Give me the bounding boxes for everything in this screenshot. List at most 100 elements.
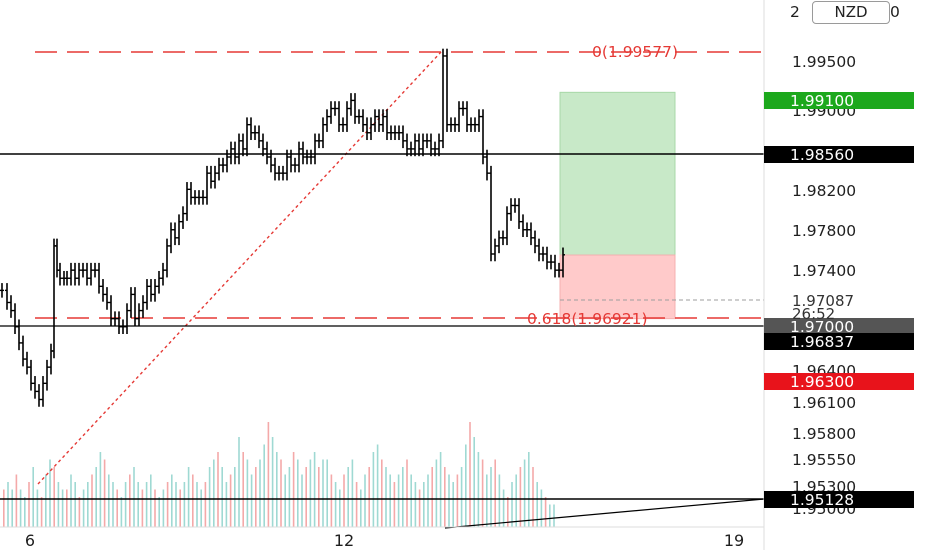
volume-bar [124,482,127,527]
price-tick: 1.95800 [792,425,856,443]
volume-bar [99,452,102,527]
volume-bar [192,474,194,527]
volume-bar [292,452,295,527]
volume-bar [250,474,253,527]
volume-bar [24,497,26,527]
volume-bar [217,452,219,527]
volume-bar [347,467,349,527]
volume-bar [305,467,307,527]
volume-bar [141,489,144,527]
time-axis[interactable]: 6 12 19 [25,531,744,550]
volume-bar [133,467,135,527]
volume-bar [267,422,270,527]
price-tick: 1.97400 [792,262,856,280]
volume-bar [326,459,328,527]
volume-bar [145,482,148,527]
volume-bar [498,474,501,527]
volume-bar [108,474,110,527]
volume-bar [234,467,236,527]
volume-bar [82,489,85,527]
volume-bar [183,482,186,527]
volume-bar [502,489,505,527]
price-badge-label: 1.98560 [790,146,854,164]
volume-bar [397,474,400,527]
volume-bar [301,474,303,527]
volume-bar [519,467,522,527]
price-tick: 1.99500 [792,53,856,71]
volume-bar [187,467,190,527]
price-badge [764,491,914,508]
volume-bar [32,467,34,527]
price-badge-label: 1.97000 [790,318,854,336]
volume-bar [360,489,362,527]
volume-bar [19,489,22,527]
volume-bar [238,437,240,527]
volume-bar [511,482,513,527]
volume-bar [271,437,274,527]
volume-bar [255,467,257,527]
volume-bar [7,482,9,527]
price-badge-label: 1.99100 [790,92,854,110]
volume-bar [393,482,396,527]
time-tick: 12 [334,531,354,550]
time-tick: 19 [724,531,744,550]
currency-selector[interactable]: NZD [812,1,890,24]
volume-bar [225,482,228,527]
volume-bar [515,474,517,527]
volume-bar [435,459,438,527]
volume-bar [137,482,139,527]
volume-bar [3,489,5,527]
volume-bar [221,467,223,527]
volume-bar [40,497,43,527]
volume-bar [448,474,450,527]
volume-bar [11,489,13,527]
drawing-lines[interactable] [0,51,765,529]
volume-bar [452,482,454,527]
trendline[interactable] [444,498,765,529]
price-badge-label: 1.96837 [790,333,854,351]
axis-top-fragment-left: 2 [790,3,800,21]
volume-bar [66,489,68,527]
volume-bar [481,459,484,527]
volume-bar [364,474,366,527]
volume-bar [553,504,555,527]
volume-bar [418,489,421,527]
volume-bar [116,489,118,527]
volume-bar [523,459,526,527]
fib-label-618: 0.618(1.96921) [527,310,648,328]
price-axis[interactable]: 1.995001.990001.982001.978001.974001.964… [792,53,856,518]
volume-bar [423,482,425,527]
volume-bar [339,489,341,527]
volume-bar [322,459,324,527]
volume-bar [376,444,379,527]
volume-bar [242,452,244,527]
volume-bar [368,467,370,527]
volume-bar [402,467,404,527]
volume-bar [477,452,480,527]
volume-bar [171,474,173,527]
volume-bar [166,482,169,527]
volume-bar [175,482,177,527]
price-badge [764,373,914,390]
volume-bar [276,452,278,527]
volume-bar [544,497,547,527]
price-badge [764,318,914,335]
volume-bar [70,474,72,527]
volume-bar [439,452,442,527]
volume-bar [532,467,534,527]
volume-bar [87,482,89,527]
time-tick: 6 [25,531,35,550]
volume-bar [213,459,215,527]
profit-zone[interactable] [559,91,676,256]
volume-bar [49,459,51,527]
bar-countdown: 26:52 [792,305,835,323]
volume-bar [389,474,391,527]
volume-bar [36,489,39,527]
volume-bar [61,489,64,527]
long-position-tool[interactable] [559,91,676,320]
volume-bar [343,474,345,527]
volume-bar [150,474,152,527]
volume-bar [385,467,387,527]
